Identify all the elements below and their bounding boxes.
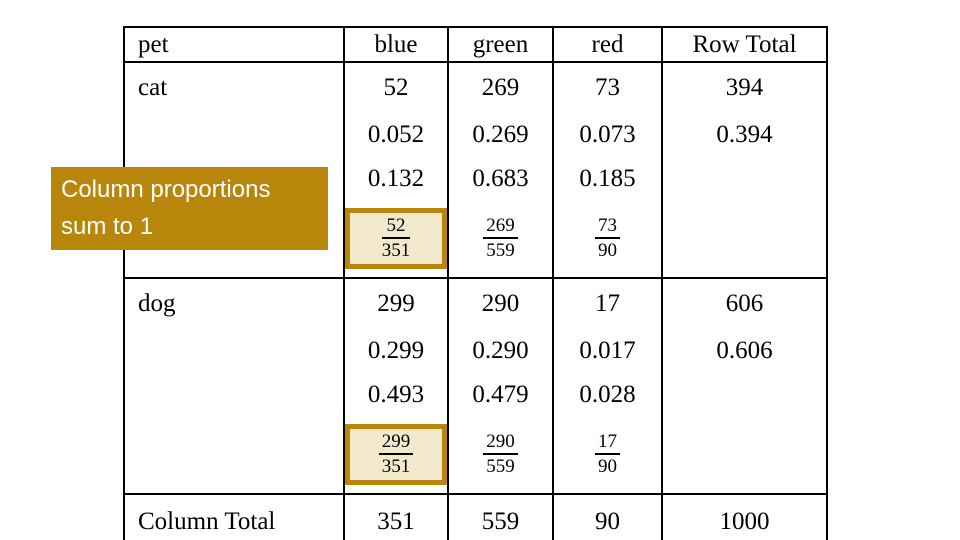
joint-proportion-value: 0.269 (472, 121, 529, 148)
joint-proportion-value: 0.299 (367, 337, 425, 364)
row-total-value: 606 (725, 289, 764, 317)
column-total-red: 90 (552, 495, 661, 540)
fraction: 269 559 (483, 215, 518, 262)
highlight-box: 52 351 (345, 207, 447, 269)
fraction-denominator: 90 (598, 240, 617, 261)
fraction-box: 73 90 (595, 215, 620, 262)
annotation-callout: Column proportions sum to 1 (51, 167, 328, 250)
cat-blue-cell: 52 0.052 0.132 52 351 (343, 63, 447, 277)
row-total-value: 394 (725, 73, 764, 101)
fraction-numerator: 290 (483, 431, 518, 455)
column-header-blue: blue (343, 28, 447, 61)
fraction-numerator: 299 (378, 431, 414, 455)
callout-line-2: sum to 1 (61, 213, 154, 240)
fraction-denominator: 559 (486, 240, 515, 261)
table-section-dog: dog 299 0.299 0.493 299 351 290 0.290 (125, 279, 826, 495)
fraction-denominator: 559 (486, 456, 515, 477)
column-proportion-value: 0.185 (579, 164, 636, 192)
fraction-box: 269 559 (483, 215, 518, 262)
fraction-numerator: 269 (483, 215, 518, 239)
cat-red-cell: 73 0.073 0.185 73 90 (552, 63, 661, 277)
callout-line-1: Column proportions (61, 176, 271, 203)
column-header-pet: pet (138, 30, 169, 58)
grand-total: 1000 (661, 495, 826, 540)
joint-proportion-value: 0.073 (579, 121, 636, 148)
count-value: 299 (377, 289, 415, 317)
row-label: cat (138, 73, 168, 101)
table-section-cat: cat 52 0.052 0.132 52 351 269 0.269 (125, 63, 826, 279)
cat-row-total-cell: 394 0.394 (661, 63, 826, 277)
fraction: 17 90 (595, 431, 620, 478)
column-proportion-value: 0.479 (472, 380, 529, 408)
fraction-box: 17 90 (595, 431, 620, 478)
joint-proportion-value: 0.017 (579, 337, 636, 364)
row-label-cell: dog (125, 279, 343, 493)
count-value: 269 (481, 73, 520, 101)
fraction: 73 90 (595, 215, 620, 262)
fraction: 290 559 (483, 431, 518, 478)
count-value: 17 (595, 289, 620, 317)
fraction-numerator: 52 (381, 215, 411, 239)
dog-green-cell: 290 0.290 0.479 290 559 (447, 279, 552, 493)
fraction-numerator: 73 (595, 215, 620, 239)
row-total-proportion-value: 0.394 (716, 121, 773, 148)
column-proportion-value: 0.028 (579, 380, 636, 408)
dog-blue-cell: 299 0.299 0.493 299 351 (343, 279, 447, 493)
column-proportion-value: 0.493 (367, 380, 425, 408)
column-proportion-value: 0.683 (472, 164, 529, 192)
joint-proportion-value: 0.290 (472, 337, 529, 364)
column-proportion-value: 0.132 (367, 164, 425, 192)
fraction-numerator: 17 (595, 431, 620, 455)
joint-proportion-value: 0.052 (367, 121, 425, 148)
count-value: 52 (383, 73, 409, 101)
table-footer-row: Column Total 351 559 90 1000 (125, 495, 826, 540)
count-value: 73 (595, 73, 620, 101)
row-label: dog (138, 289, 176, 317)
fraction-denominator: 351 (381, 240, 411, 261)
fraction: 299 351 (378, 431, 414, 478)
dog-row-total-cell: 606 0.606 (661, 279, 826, 493)
footer-label: Column Total (138, 507, 276, 535)
column-header-green: green (447, 28, 552, 61)
highlight-box: 299 351 (345, 423, 447, 485)
fraction-denominator: 90 (598, 456, 617, 477)
fraction: 52 351 (381, 215, 411, 262)
row-total-proportion-value: 0.606 (716, 337, 773, 364)
fraction-box: 290 559 (483, 431, 518, 478)
column-total-blue: 351 (343, 495, 447, 540)
row-label-cell: cat (125, 63, 343, 277)
column-header-red: red (552, 28, 661, 61)
column-header-row-total: Row Total (661, 28, 826, 61)
table-header-row: pet blue green red Row Total (125, 28, 826, 63)
dog-red-cell: 17 0.017 0.028 17 90 (552, 279, 661, 493)
contingency-table: pet blue green red Row Total cat 52 0.05… (123, 26, 828, 540)
fraction-denominator: 351 (381, 456, 411, 477)
column-total-green: 559 (447, 495, 552, 540)
cat-green-cell: 269 0.269 0.683 269 559 (447, 63, 552, 277)
count-value: 290 (481, 289, 520, 317)
